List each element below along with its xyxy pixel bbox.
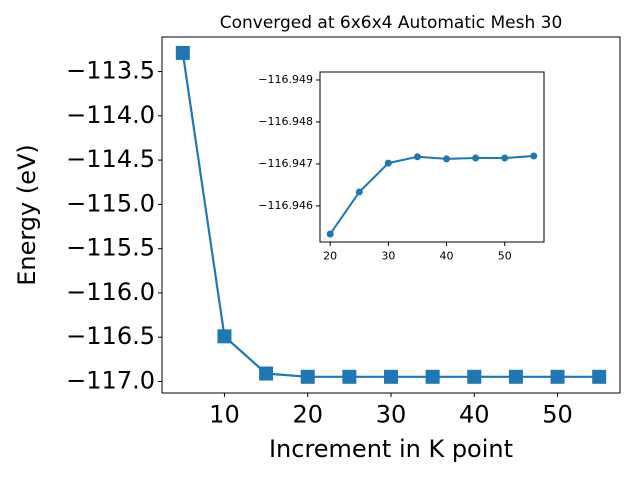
y-tick-label: −116.946 (258, 199, 313, 212)
x-tick-label: 50 (542, 400, 573, 428)
marker (259, 366, 274, 381)
y-tick-label: −113.5 (66, 57, 155, 85)
marker (508, 369, 523, 384)
y-tick-label: −116.5 (66, 322, 155, 350)
marker (300, 369, 315, 384)
marker (175, 45, 190, 60)
marker (217, 329, 232, 344)
marker (413, 153, 421, 161)
series-line (329, 154, 534, 235)
y-tick-label: −115.5 (66, 234, 155, 262)
x-tick-label: 40 (459, 400, 490, 428)
marker (443, 155, 451, 163)
y-tick-label: −114.0 (66, 101, 155, 129)
marker (467, 369, 482, 384)
x-tick-label: 40 (440, 250, 454, 263)
y-tick-label: −116.949 (258, 73, 313, 86)
x-tick-label: 20 (292, 400, 323, 428)
marker (592, 369, 607, 384)
marker (550, 369, 565, 384)
x-tick-label: 20 (323, 250, 337, 263)
chart-title: Converged at 6x6x4 Automatic Mesh 30 (220, 13, 563, 33)
marker (342, 369, 357, 384)
y-tick-label: −116.948 (258, 115, 313, 128)
marker (384, 369, 398, 384)
marker (472, 154, 480, 162)
marker (425, 369, 440, 384)
x-tick-label: 30 (376, 400, 407, 428)
x-axis-label: Increment in K point (269, 435, 513, 463)
marker (530, 152, 538, 160)
marker (501, 154, 509, 162)
y-tick-label: −114.5 (66, 145, 155, 173)
y-tick-label: −116.0 (66, 278, 155, 306)
y-axis-label: Energy (eV) (13, 144, 41, 286)
y-tick-label: −116.947 (258, 157, 313, 170)
x-tick-label: 50 (498, 250, 512, 263)
y-tick-label: −117.0 (66, 366, 155, 394)
marker (384, 159, 392, 167)
y-tick-label: −115.0 (66, 189, 155, 217)
x-tick-label: 10 (209, 400, 240, 428)
marker (326, 230, 334, 238)
x-tick-label: 30 (381, 250, 395, 263)
marker (355, 188, 363, 196)
